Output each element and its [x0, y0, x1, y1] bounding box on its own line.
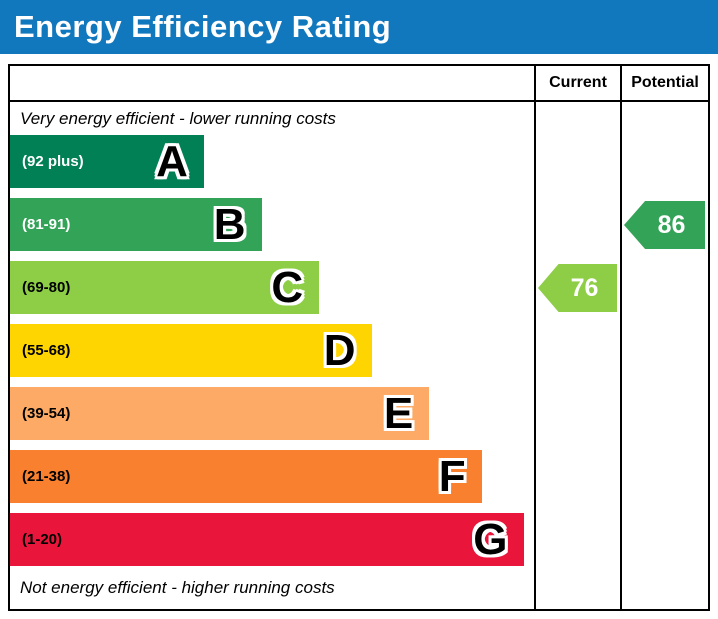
current-column-header: Current	[534, 66, 620, 100]
band-d-letter: D	[323, 325, 356, 375]
page-title: Energy Efficiency Rating	[14, 9, 392, 44]
chart-body: Very energy efficient - lower running co…	[10, 102, 708, 609]
band-f-letter: F	[438, 451, 466, 501]
current-rating-value: 76	[570, 273, 599, 302]
energy-efficiency-chart: Current Potential Very energy efficient …	[8, 64, 710, 611]
band-e-letter: E	[383, 388, 414, 438]
potential-rating-value: 86	[657, 210, 686, 239]
band-d: (55-68) D	[10, 324, 372, 377]
band-b: (81-91) B	[10, 198, 262, 251]
caption-top: Very energy efficient - lower running co…	[20, 109, 336, 128]
title-bar: Energy Efficiency Rating	[0, 0, 718, 54]
potential-column: 86	[620, 102, 708, 609]
potential-rating-arrow: 86	[624, 201, 705, 249]
band-c-letter: C	[271, 262, 304, 312]
chart-header-row: Current Potential	[10, 66, 708, 102]
band-b-letter: B	[213, 199, 246, 249]
band-d-range: (55-68)	[22, 342, 71, 359]
band-a-range: (92 plus)	[22, 153, 84, 170]
band-f-range: (21-38)	[22, 468, 71, 485]
band-e-range: (39-54)	[22, 405, 71, 422]
band-g-letter: G	[473, 514, 508, 564]
band-f: (21-38) F	[10, 450, 482, 503]
caption-bottom: Not energy efficient - higher running co…	[20, 578, 335, 597]
band-a-letter: A	[156, 136, 188, 186]
band-c: (69-80) C	[10, 261, 320, 314]
potential-column-header: Potential	[620, 66, 708, 100]
band-c-range: (69-80)	[22, 279, 71, 296]
band-e: (39-54) E	[10, 387, 430, 440]
bands-column: Very energy efficient - lower running co…	[10, 102, 534, 609]
band-g: (1-20) G	[10, 513, 524, 566]
band-g-range: (1-20)	[22, 531, 63, 548]
band-a: (92 plus) A	[10, 135, 204, 188]
current-column: 76	[534, 102, 620, 609]
current-rating-arrow: 76	[538, 264, 617, 312]
band-b-range: (81-91)	[22, 216, 71, 233]
header-spacer	[10, 66, 534, 100]
